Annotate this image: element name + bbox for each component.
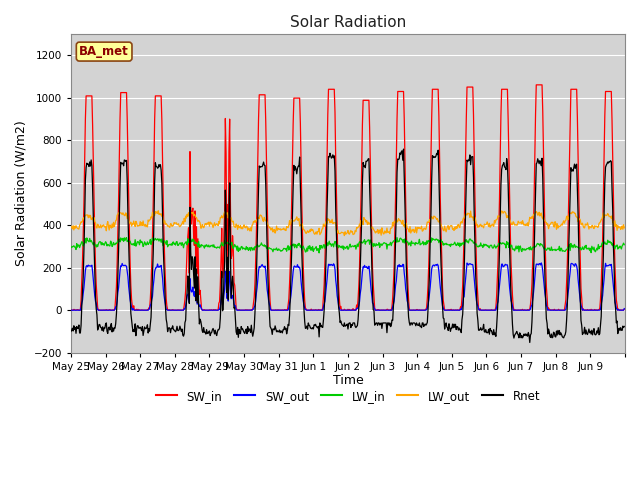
Title: Solar Radiation: Solar Radiation [290,15,406,30]
Y-axis label: Solar Radiation (W/m2): Solar Radiation (W/m2) [15,120,28,266]
X-axis label: Time: Time [333,374,364,387]
Legend: SW_in, SW_out, LW_in, LW_out, Rnet: SW_in, SW_out, LW_in, LW_out, Rnet [151,385,545,408]
Text: BA_met: BA_met [79,45,129,58]
